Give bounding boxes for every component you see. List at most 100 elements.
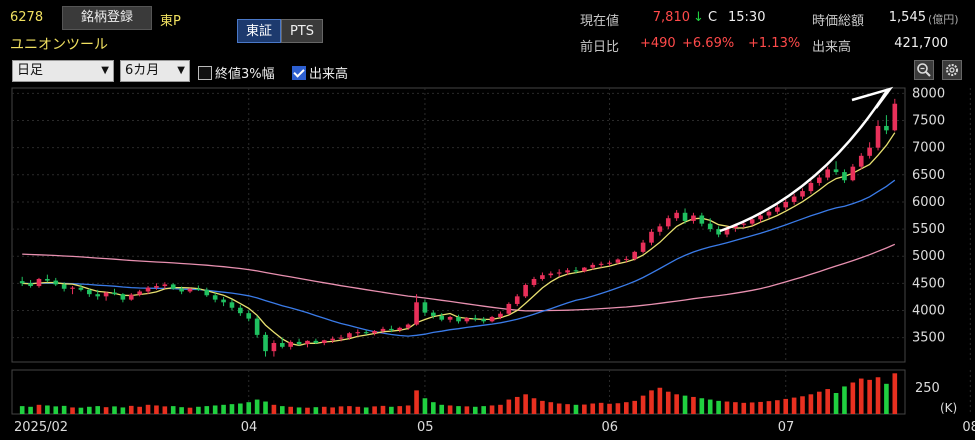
volume-bar — [556, 403, 562, 414]
candle-up — [808, 182, 814, 192]
register-button[interactable]: 銘柄登録 — [62, 6, 152, 30]
candle-up — [858, 155, 864, 167]
y-tick-label: 4500 — [912, 276, 945, 291]
candle-up — [506, 303, 512, 314]
volume-bar — [875, 377, 881, 414]
ma-short-line — [22, 132, 896, 347]
volume-bar — [19, 406, 25, 414]
candle-up — [347, 333, 352, 338]
change-value: +490 — [640, 36, 676, 51]
candle-down — [296, 341, 302, 345]
candle-up — [749, 219, 755, 224]
candle-down — [179, 288, 184, 292]
volume-bar — [70, 407, 75, 414]
volume-bar — [607, 403, 612, 414]
x-tick-label: 05 — [417, 420, 434, 435]
settings-button[interactable] — [942, 60, 962, 80]
candle-down — [707, 223, 713, 230]
y-tick-label: 8000 — [912, 86, 945, 101]
close-flag: C — [708, 10, 718, 25]
candle-down — [246, 313, 252, 319]
y-tick-label: 7500 — [912, 114, 945, 129]
candle-up — [128, 294, 134, 300]
volume-bar — [414, 390, 419, 414]
volume-bar — [766, 401, 772, 414]
volume-checkbox-row[interactable]: 出来高 — [292, 63, 348, 82]
candle-up — [556, 272, 562, 274]
candle-up — [321, 340, 327, 344]
volume-bar — [389, 406, 394, 414]
candle-up — [800, 191, 805, 197]
candle-up — [464, 318, 470, 322]
volume-bar — [355, 406, 361, 414]
volume-bar — [296, 407, 302, 414]
candle-up — [305, 340, 310, 345]
volume-bar — [313, 407, 319, 414]
volume-bar — [783, 398, 789, 414]
volume-bar — [120, 407, 126, 414]
volume-bar — [582, 404, 587, 414]
candle-down — [221, 299, 226, 303]
volume-bar — [212, 405, 218, 414]
candle-up — [758, 215, 763, 220]
exchange-tab-pts[interactable]: PTS — [281, 19, 323, 43]
candle-up — [187, 288, 193, 292]
candle-down — [263, 334, 268, 352]
candle-down — [439, 315, 445, 320]
candle-up — [632, 251, 638, 259]
candle-up — [783, 201, 789, 208]
candle-up — [154, 286, 159, 288]
candle-up — [70, 287, 75, 289]
x-tick-label: 07 — [778, 420, 795, 435]
volume-checkbox-label: 出来高 — [309, 67, 349, 82]
candle-down — [254, 318, 260, 335]
close3-checkbox[interactable] — [198, 66, 212, 80]
candle-up — [598, 263, 604, 265]
volume-bar — [850, 382, 856, 414]
volume-bar — [674, 394, 679, 414]
volume-checkbox[interactable] — [292, 66, 306, 80]
candle-up — [766, 211, 772, 216]
volume-bar — [28, 406, 33, 414]
change-label: 前日比 — [580, 40, 620, 55]
close3-checkbox-row[interactable]: 終値3%幅 — [198, 63, 275, 82]
candle-up — [582, 267, 587, 272]
candle-up — [540, 275, 545, 279]
range-select[interactable]: 6カ月 ▼ — [120, 60, 190, 82]
volume-bar — [263, 401, 268, 414]
period-select[interactable]: 日足 ▼ — [12, 60, 114, 82]
volume-bar — [531, 398, 537, 414]
volume-bar — [808, 394, 814, 414]
candle-down — [19, 281, 25, 284]
y-tick-label: 6000 — [912, 195, 945, 210]
mcap-value: 1,545 — [888, 10, 926, 25]
mcap-unit: (億円) — [928, 13, 959, 26]
volume-bar — [825, 389, 830, 414]
candle-down — [833, 169, 839, 173]
volume-bar — [78, 407, 84, 414]
candle-up — [649, 231, 654, 243]
price-chart[interactable]: 8000 7500 7000 6500 6000 5500 5000 4500 4000 3500… — [0, 86, 975, 440]
candle-up — [372, 331, 377, 334]
volume-bar — [858, 378, 864, 414]
candle-up — [380, 328, 386, 332]
candle-down — [204, 289, 210, 296]
volume-bar — [816, 391, 822, 414]
candle-down — [842, 172, 847, 181]
volume-bar — [103, 407, 109, 414]
volume-bar — [162, 406, 168, 414]
volume-bar — [305, 407, 310, 414]
range-select-value: 6カ月 — [125, 63, 160, 78]
exchange-tab-tse[interactable]: 東証 — [237, 19, 281, 43]
candle-down — [61, 284, 67, 289]
y-tick-label: 4000 — [912, 303, 945, 318]
candle-down — [229, 302, 235, 308]
candle-up — [691, 215, 696, 221]
volume-bar — [170, 406, 176, 414]
volume-bar — [221, 404, 226, 414]
zoom-button[interactable] — [914, 60, 934, 80]
x-tick-label: 2025/02 — [14, 420, 68, 435]
volume-bar — [338, 406, 344, 414]
candle-up — [590, 264, 596, 268]
candle-up — [674, 212, 679, 219]
